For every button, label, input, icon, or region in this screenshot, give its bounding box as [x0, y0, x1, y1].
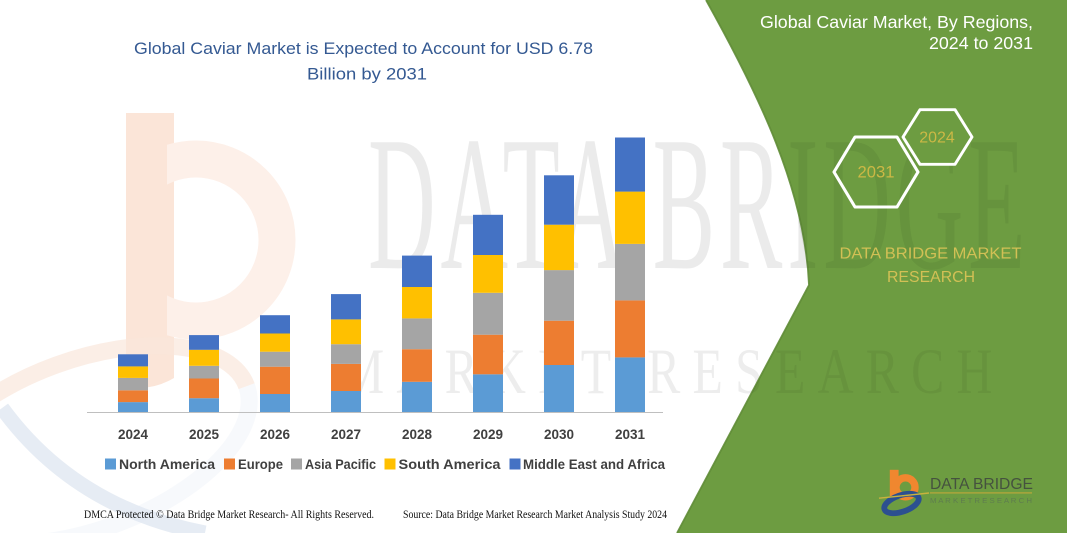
svg-text:Source: Data Bridge Market Res: Source: Data Bridge Market Research Mark…	[403, 507, 667, 521]
svg-text:2031: 2031	[858, 164, 895, 182]
svg-text:Asia Pacific: Asia Pacific	[305, 457, 376, 472]
svg-text:Middle East and Africa: Middle East and Africa	[523, 457, 665, 472]
svg-text:Global Caviar Market, By Regio: Global Caviar Market, By Regions,	[760, 12, 1033, 32]
svg-text:DMCA Protected © Data Bridge M: DMCA Protected © Data Bridge Market Rese…	[84, 507, 374, 521]
svg-text:RESEARCH: RESEARCH	[887, 269, 975, 286]
svg-text:2031: 2031	[615, 427, 646, 442]
svg-text:Billion by 2031: Billion by 2031	[307, 66, 427, 84]
svg-text:2024: 2024	[919, 130, 955, 147]
svg-text:2024: 2024	[118, 427, 149, 442]
svg-text:2027: 2027	[331, 427, 361, 442]
svg-text:M A R K E T R E S E A R C H: M A R K E T R E S E A R C H	[930, 496, 1032, 505]
svg-text:2024 to 2031: 2024 to 2031	[929, 33, 1033, 53]
svg-text:Global Caviar Market is Expect: Global Caviar Market is Expected to Acco…	[134, 40, 593, 58]
svg-text:2030: 2030	[544, 427, 574, 442]
svg-text:North America: North America	[119, 457, 216, 472]
svg-text:2025: 2025	[189, 427, 220, 442]
svg-text:South America: South America	[399, 457, 502, 472]
svg-text:2028: 2028	[402, 427, 433, 442]
svg-text:DATA BRIDGE: DATA BRIDGE	[930, 476, 1033, 493]
svg-text:2026: 2026	[260, 427, 291, 442]
svg-text:Europe: Europe	[238, 457, 283, 472]
svg-text:DATA BRIDGE MARKET: DATA BRIDGE MARKET	[840, 246, 1022, 263]
svg-text:2029: 2029	[473, 427, 503, 442]
